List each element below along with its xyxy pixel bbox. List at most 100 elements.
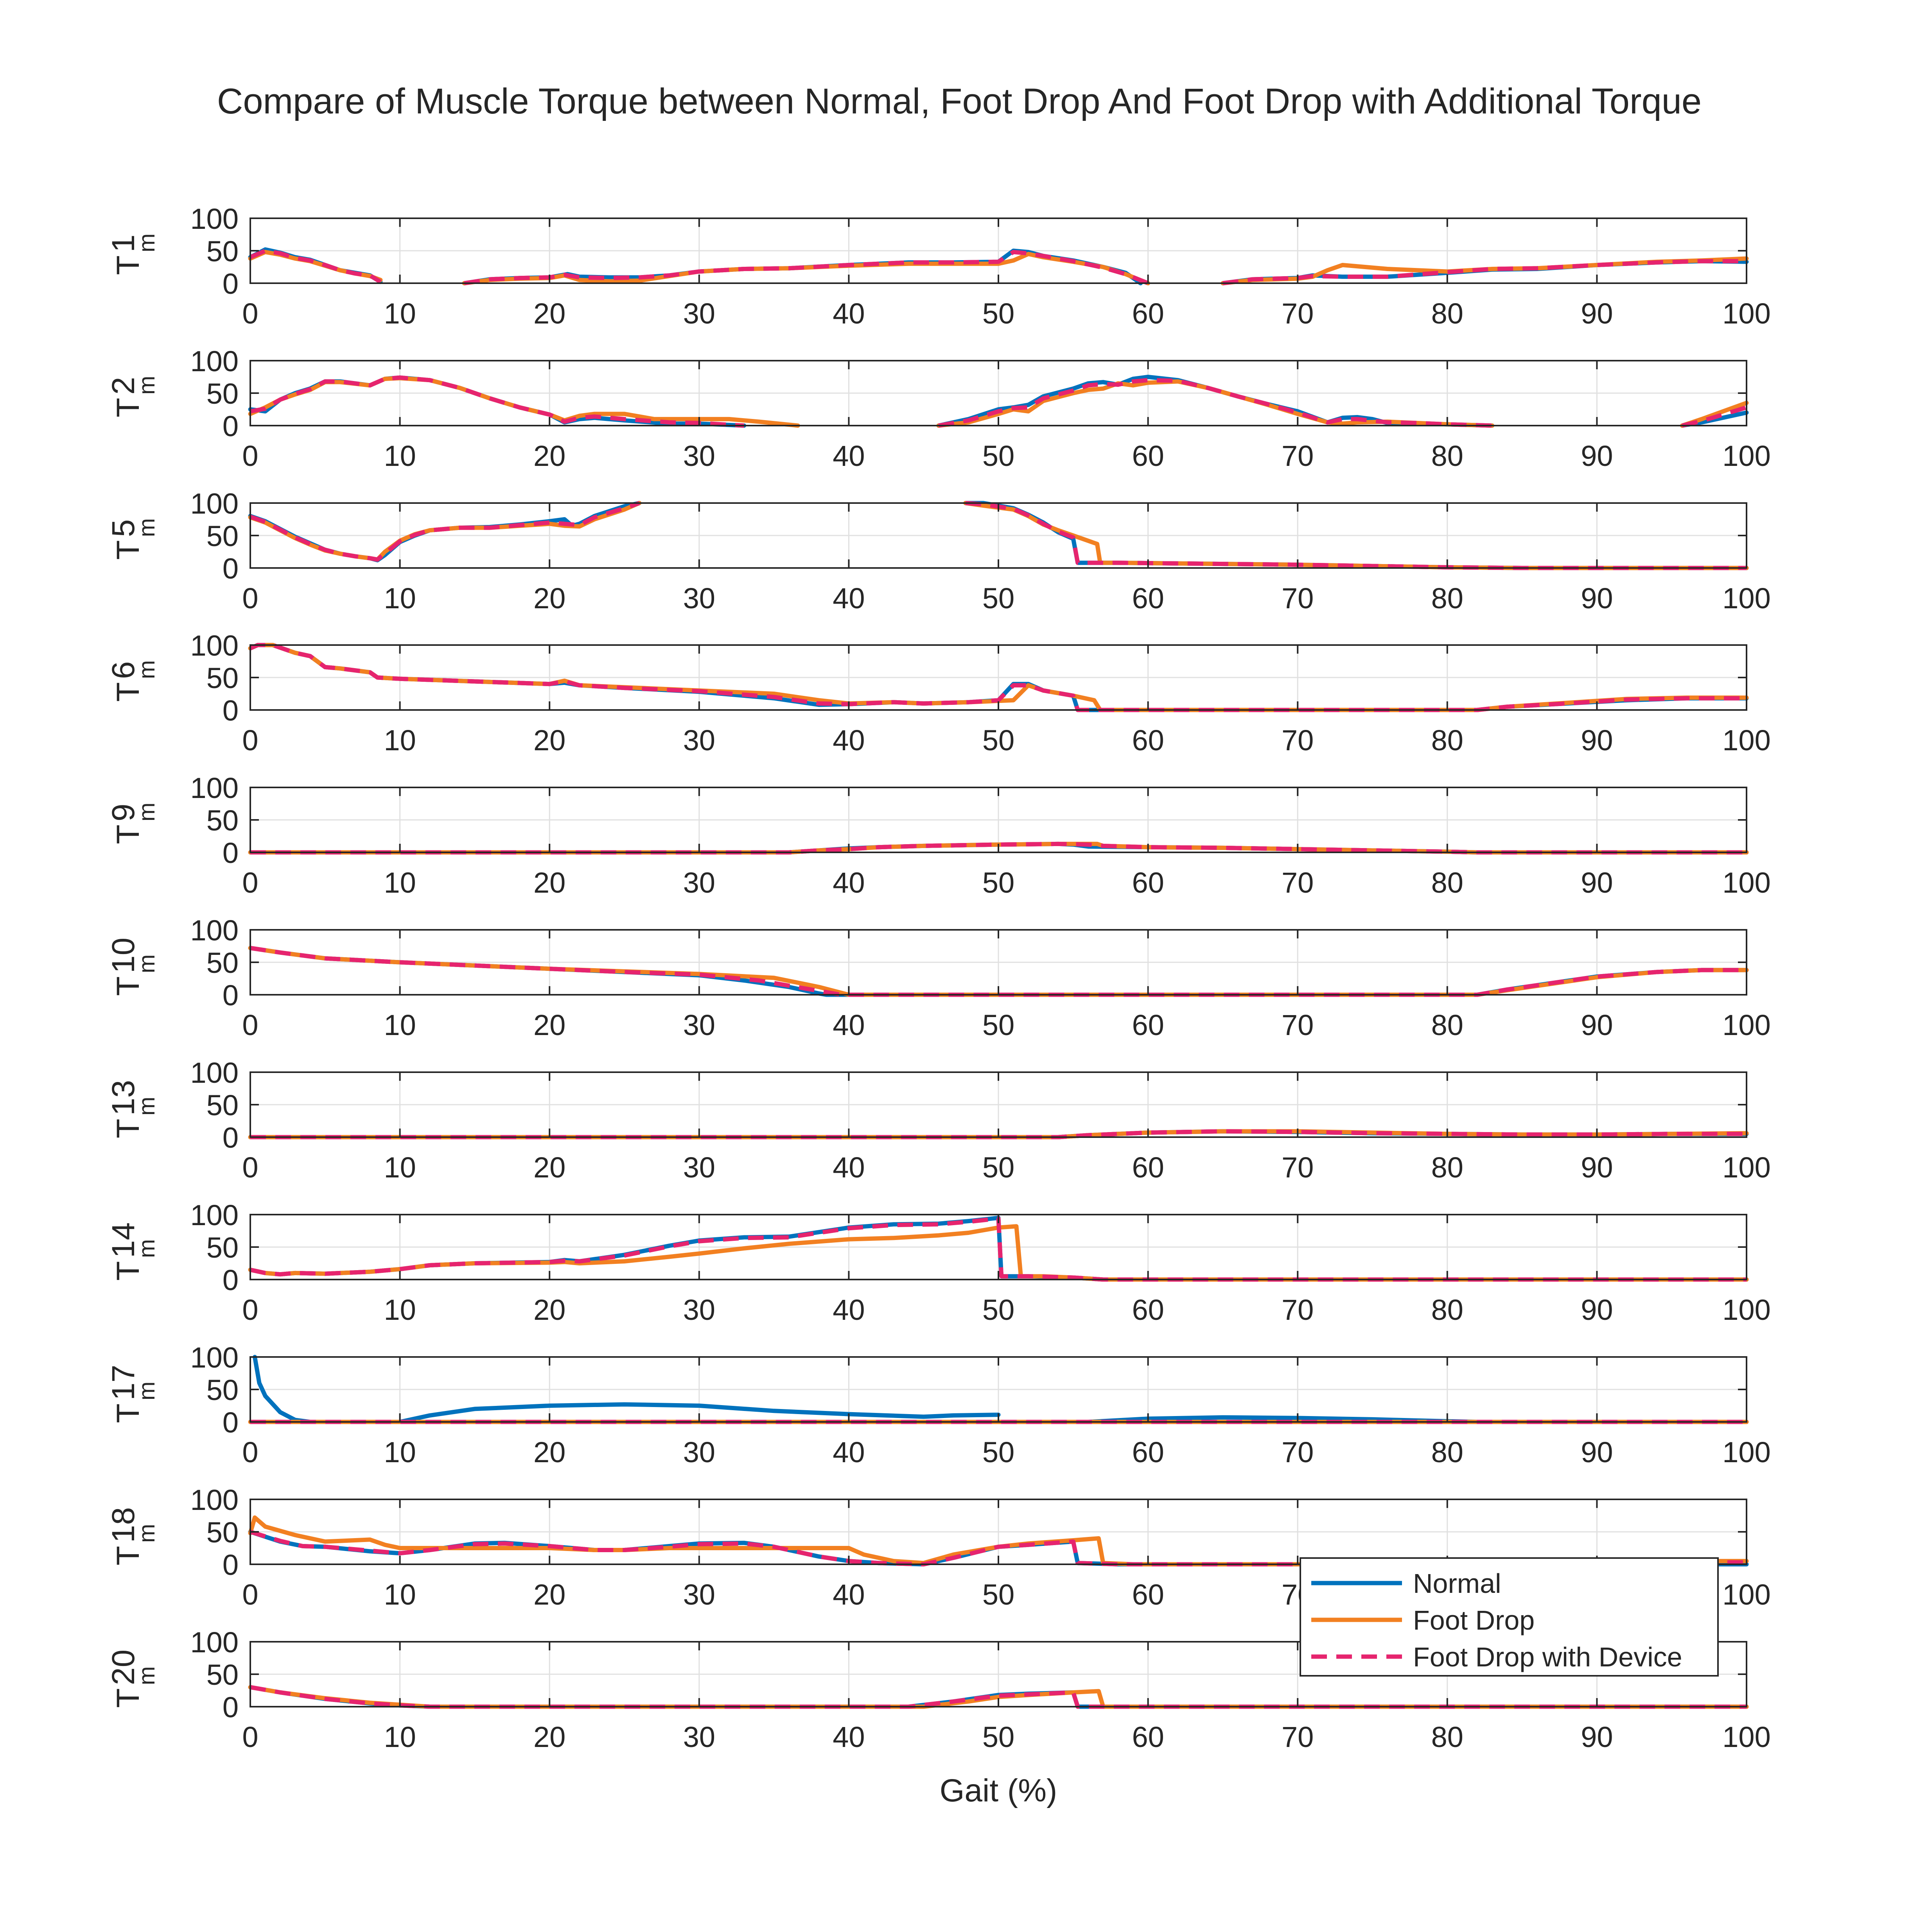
series-line-foot-drop	[248, 1515, 1749, 1567]
series-line-foot-drop-with-device	[250, 501, 640, 562]
x-tick-label: 40	[833, 440, 865, 472]
x-tick-label: 0	[242, 1151, 258, 1184]
x-tick-label: 70	[1282, 1151, 1314, 1184]
y-label-symbol: T	[110, 255, 146, 275]
y-label-index: 5	[106, 519, 141, 537]
y-label-index: 2	[106, 377, 141, 395]
x-tick-label: 90	[1581, 440, 1613, 472]
series-line-foot-drop-with-device	[250, 841, 1747, 855]
x-tick-label: 90	[1581, 1151, 1613, 1184]
x-tick-label: 70	[1282, 1436, 1314, 1468]
x-tick-label: 50	[982, 1151, 1014, 1184]
x-tick-label: 0	[242, 724, 258, 757]
x-tick-label: 40	[833, 866, 865, 899]
x-tick-label: 10	[384, 1009, 416, 1041]
x-tick-label: 10	[384, 1151, 416, 1184]
x-tick-label: 50	[982, 440, 1014, 472]
x-tick-label: 50	[982, 1721, 1014, 1753]
x-tick-label: 40	[833, 1294, 865, 1326]
x-tick-label: 30	[683, 866, 715, 899]
y-tick-label: 0	[223, 1691, 239, 1724]
series-line-foot-drop-with-device	[965, 501, 1747, 570]
x-tick-label: 20	[533, 297, 565, 330]
x-tick-label: 100	[1722, 582, 1770, 615]
y-tick-label: 50	[206, 804, 239, 837]
y-label-symbol: T	[110, 1688, 146, 1708]
y-tick-label: 0	[223, 552, 239, 585]
x-tick-label: 30	[683, 1009, 715, 1041]
x-tick-label: 20	[533, 582, 565, 615]
y-label-subscript: m	[134, 1239, 160, 1258]
y-axis-label: Tm9	[106, 803, 160, 844]
x-tick-label: 100	[1722, 1151, 1770, 1184]
y-label-index: 1	[106, 234, 141, 252]
x-tick-label: 70	[1282, 1009, 1314, 1041]
x-tick-label: 70	[1282, 440, 1314, 472]
x-tick-label: 20	[533, 1578, 565, 1611]
x-tick-label: 0	[242, 440, 258, 472]
x-tick-label: 60	[1132, 582, 1164, 615]
x-tick-label: 20	[533, 866, 565, 899]
x-tick-label: 50	[982, 582, 1014, 615]
y-label-index: 14	[106, 1222, 141, 1258]
series-line-foot-drop-with-device	[464, 250, 1149, 286]
x-tick-label: 90	[1581, 1009, 1613, 1041]
x-tick-label: 30	[683, 1578, 715, 1611]
x-tick-label: 90	[1581, 297, 1613, 330]
y-tick-label: 0	[223, 1264, 239, 1296]
x-tick-label: 10	[384, 1294, 416, 1326]
x-tick-label: 0	[242, 582, 258, 615]
x-tick-label: 10	[384, 866, 416, 899]
y-label-symbol: T	[110, 398, 146, 417]
y-axis-label: Tm1	[106, 234, 160, 275]
y-tick-label: 100	[190, 203, 239, 235]
x-tick-label: 90	[1581, 1294, 1613, 1326]
x-tick-label: 40	[833, 1151, 865, 1184]
x-tick-label: 50	[982, 724, 1014, 757]
legend-label-normal: Normal	[1413, 1568, 1501, 1599]
x-tick-label: 30	[683, 582, 715, 615]
x-tick-label: 60	[1132, 1721, 1164, 1753]
x-tick-label: 60	[1132, 1436, 1164, 1468]
x-tick-label: 20	[533, 440, 565, 472]
y-label-subscript: m	[134, 518, 160, 537]
x-tick-label: 80	[1431, 724, 1463, 757]
series-line-foot-drop-with-device	[1682, 405, 1747, 428]
y-label-symbol: T	[110, 682, 146, 702]
y-label-symbol: T	[110, 1546, 146, 1565]
y-label-index: 17	[106, 1365, 141, 1400]
x-tick-label: 100	[1722, 724, 1770, 757]
y-tick-label: 50	[206, 1516, 239, 1549]
x-tick-label: 80	[1431, 582, 1463, 615]
x-tick-label: 50	[982, 297, 1014, 330]
x-tick-label: 10	[384, 724, 416, 757]
x-tick-label: 70	[1282, 1721, 1314, 1753]
x-tick-label: 30	[683, 440, 715, 472]
x-tick-label: 60	[1132, 1294, 1164, 1326]
y-tick-label: 50	[206, 377, 239, 410]
x-tick-label: 70	[1282, 582, 1314, 615]
series-line-foot-drop-with-device	[250, 375, 744, 428]
y-label-symbol: T	[110, 825, 146, 844]
x-tick-label: 40	[833, 1436, 865, 1468]
y-label-subscript: m	[134, 954, 160, 973]
y-tick-label: 50	[206, 1089, 239, 1121]
y-label-subscript: m	[134, 660, 160, 679]
series-line-foot-drop-with-device	[250, 1129, 1747, 1139]
series-line-foot-drop-with-device	[938, 378, 1492, 428]
x-tick-label: 70	[1282, 297, 1314, 330]
x-tick-label: 80	[1431, 1009, 1463, 1041]
y-tick-label: 0	[223, 837, 239, 869]
x-tick-label: 90	[1581, 1721, 1613, 1753]
